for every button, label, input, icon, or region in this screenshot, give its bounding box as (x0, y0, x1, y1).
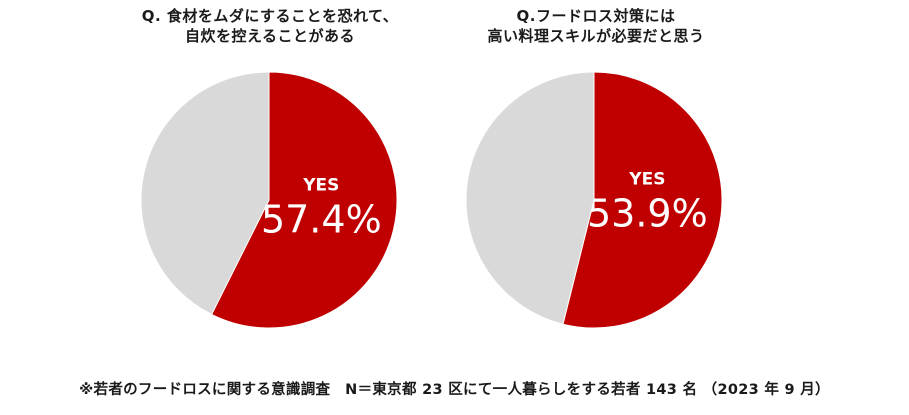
pie-2-slice-other (465, 71, 595, 325)
pie-1-slice-yes (210, 71, 398, 329)
pie-1-value-label: 57.4% (261, 197, 382, 241)
pie-2-slice-label: YES (628, 170, 665, 190)
survey-footnote: ※若者のフードロスに関する意識調査 N＝東京都 23 区にて一人暮らしをする若者… (79, 382, 830, 398)
chart-1-title-line-1: Q. 食材をムダにすることを恐れて、 (141, 7, 399, 25)
pie-1-slice-label: YES (302, 175, 339, 195)
pie-2-value-label: 53.9% (587, 192, 708, 236)
chart-2-title-line-2: 高い料理スキルが必要だと思う (487, 27, 705, 45)
pie-1-slice-other (140, 71, 270, 316)
chart-2-title-line-1: Q.フードロス対策には (516, 7, 676, 25)
chart-2-title: Q.フードロス対策には 高い料理スキルが必要だと思う (426, 6, 766, 46)
chart-1-title-line-2: 自炊を控えることがある (184, 27, 356, 45)
pie-2-slice-yes (562, 71, 723, 329)
chart-1-title: Q. 食材をムダにすることを恐れて、 自炊を控えることがある (100, 6, 440, 46)
